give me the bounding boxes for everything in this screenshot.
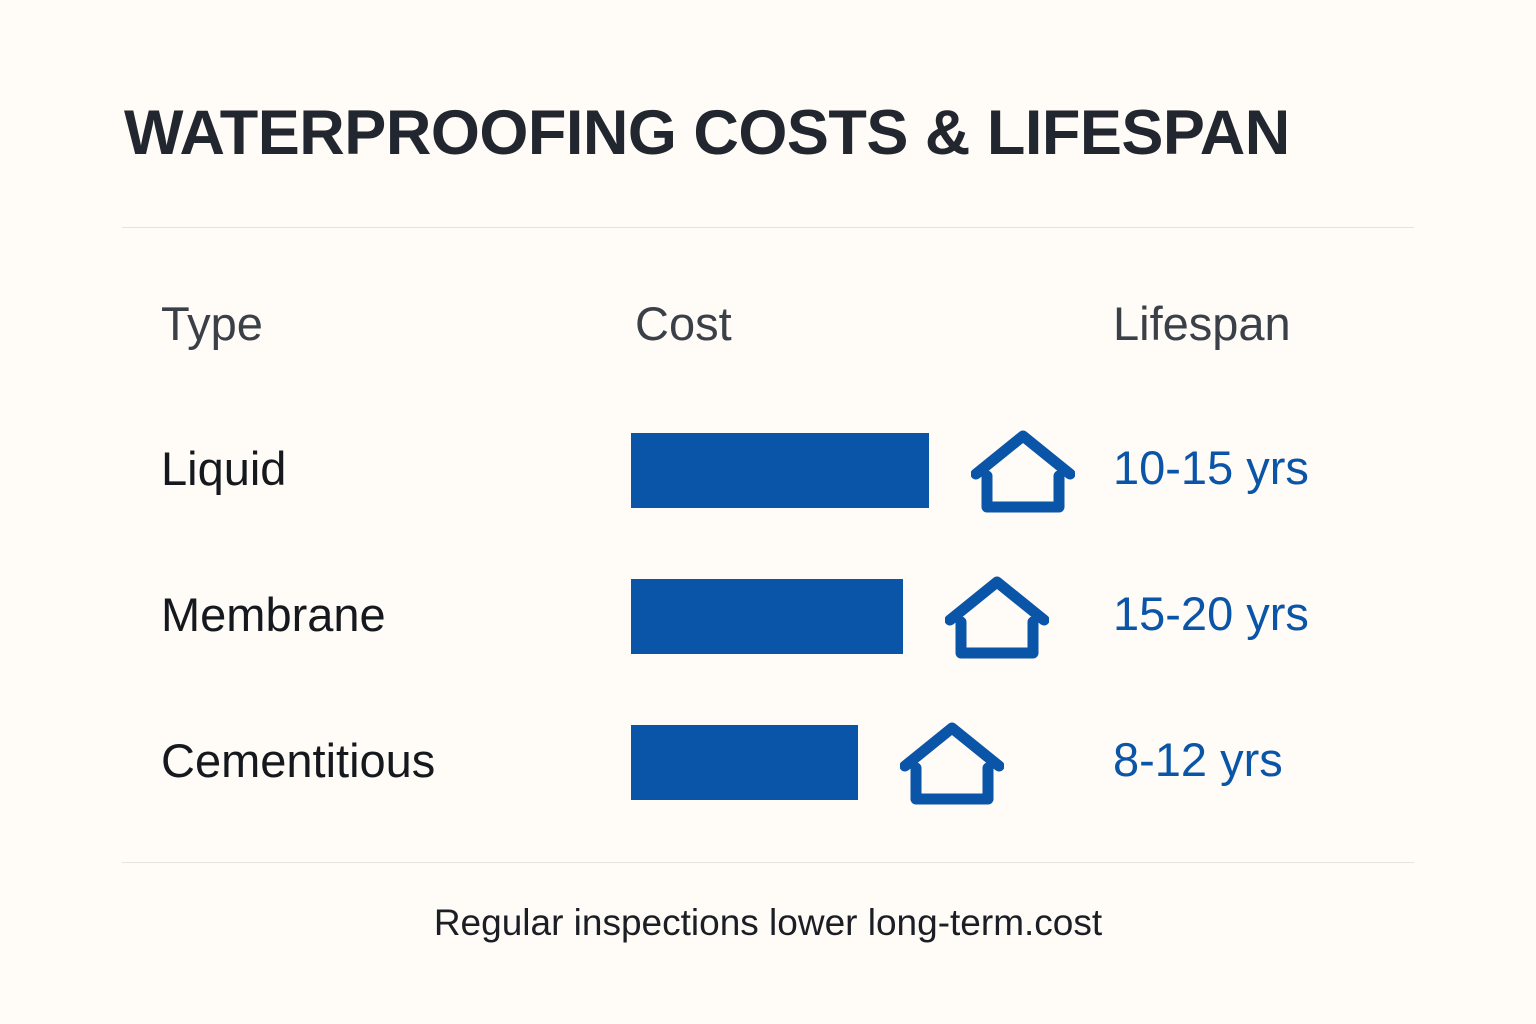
house-icon	[945, 573, 1049, 661]
divider-bottom	[122, 862, 1414, 863]
row-label-type: Liquid	[161, 442, 287, 495]
row-lifespan-value: 15-20 yrs	[1113, 587, 1309, 640]
table-row: Liquid 10-15 yrs	[0, 422, 1536, 518]
page-title: WATERPROOFING COSTS & LIFESPAN	[124, 98, 1290, 168]
column-header-cost: Cost	[635, 297, 732, 350]
column-header-type: Type	[161, 297, 263, 350]
cost-bar-container	[631, 725, 858, 800]
cost-bar-container	[631, 579, 903, 654]
row-lifespan-value: 8-12 yrs	[1113, 733, 1283, 786]
row-lifespan-value: 10-15 yrs	[1113, 441, 1309, 494]
row-label-type: Membrane	[161, 588, 386, 641]
cost-bar	[631, 579, 903, 654]
cost-bar-container	[631, 433, 929, 508]
cost-bar	[631, 433, 929, 508]
house-icon	[971, 427, 1075, 515]
table-row: Cementitious 8-12 yrs	[0, 714, 1536, 810]
divider-top	[122, 227, 1414, 228]
house-icon	[900, 719, 1004, 807]
column-header-lifespan: Lifespan	[1113, 297, 1291, 350]
row-label-type: Cementitious	[161, 734, 436, 787]
footer-note: Regular inspections lower long-term.cost	[433, 902, 1103, 943]
table-row: Membrane 15-20 yrs	[0, 568, 1536, 664]
cost-bar	[631, 725, 858, 800]
